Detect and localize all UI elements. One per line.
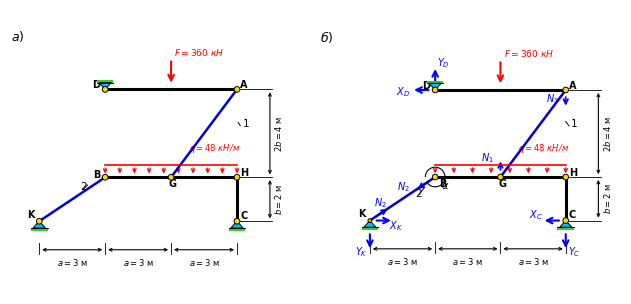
Polygon shape (231, 221, 243, 228)
Text: $N_1$: $N_1$ (481, 151, 494, 164)
Text: $a=3$ м: $a=3$ м (387, 257, 418, 268)
Text: G: G (169, 179, 177, 189)
Bar (558, 227, 574, 230)
Circle shape (168, 174, 174, 180)
Text: $N_1$: $N_1$ (546, 92, 559, 106)
Circle shape (234, 87, 240, 92)
Circle shape (368, 219, 372, 223)
Text: $а)$: $а)$ (11, 29, 24, 44)
Text: $X_D$: $X_D$ (396, 85, 410, 99)
Polygon shape (99, 83, 111, 89)
Polygon shape (429, 83, 441, 90)
Text: $X_K$: $X_K$ (389, 219, 403, 233)
Text: $F=360$ кН: $F=360$ кН (174, 47, 225, 58)
Text: 2: 2 (80, 182, 86, 192)
Text: G: G (498, 179, 506, 189)
Circle shape (102, 87, 108, 92)
Polygon shape (33, 221, 45, 228)
Circle shape (234, 174, 240, 180)
Text: $F=360$ кН: $F=360$ кН (504, 48, 554, 59)
Circle shape (563, 218, 569, 223)
Text: $b=2$ м: $b=2$ м (273, 184, 284, 215)
Bar (97, 80, 114, 83)
Circle shape (234, 218, 240, 224)
Circle shape (432, 87, 438, 93)
Text: D: D (92, 80, 100, 90)
Text: A: A (569, 81, 577, 91)
Circle shape (563, 87, 569, 93)
Text: $a=3$ м: $a=3$ м (189, 257, 220, 268)
Circle shape (498, 174, 504, 180)
Circle shape (37, 218, 42, 224)
Text: 1: 1 (571, 119, 578, 129)
Circle shape (102, 174, 108, 180)
Text: 2: 2 (416, 188, 422, 199)
Text: H: H (569, 168, 577, 178)
Text: $a=3$ м: $a=3$ м (57, 257, 88, 268)
Text: $N_2$: $N_2$ (374, 196, 387, 210)
Text: $a=3$ м: $a=3$ м (517, 257, 548, 268)
Text: $a=3$ м: $a=3$ м (452, 257, 483, 268)
Text: $\alpha$: $\alpha$ (440, 181, 449, 191)
Circle shape (432, 174, 438, 180)
Text: $N_2$: $N_2$ (397, 181, 410, 194)
Text: $Y_K$: $Y_K$ (355, 245, 367, 259)
Text: $b=2$ м: $b=2$ м (601, 183, 613, 214)
Text: $2b=4$ м: $2b=4$ м (273, 115, 284, 152)
Text: $Y_C$: $Y_C$ (568, 245, 581, 259)
Text: B: B (440, 179, 447, 189)
Text: C: C (569, 210, 576, 220)
Text: $2b=4$ м: $2b=4$ м (601, 115, 613, 152)
Bar (228, 228, 245, 231)
Text: $q=48$ кН/м: $q=48$ кН/м (518, 142, 569, 155)
Text: H: H (240, 168, 249, 178)
Circle shape (563, 174, 569, 180)
Text: D: D (422, 81, 430, 91)
Polygon shape (364, 220, 376, 227)
Text: $б)$: $б)$ (320, 29, 333, 45)
Text: K: K (358, 209, 365, 219)
Bar (427, 81, 444, 83)
Bar (362, 227, 378, 230)
Text: C: C (240, 211, 247, 221)
Text: A: A (240, 80, 248, 90)
Text: K: K (27, 210, 35, 220)
Bar (31, 228, 47, 231)
Text: $X_C$: $X_C$ (529, 208, 543, 222)
Text: $q=48$ кН/м: $q=48$ кН/м (189, 142, 240, 155)
Text: 1: 1 (242, 119, 249, 129)
Text: B: B (93, 170, 100, 180)
Polygon shape (560, 220, 572, 227)
Text: $Y_D$: $Y_D$ (437, 56, 450, 70)
Text: $a=3$ м: $a=3$ м (122, 257, 153, 268)
